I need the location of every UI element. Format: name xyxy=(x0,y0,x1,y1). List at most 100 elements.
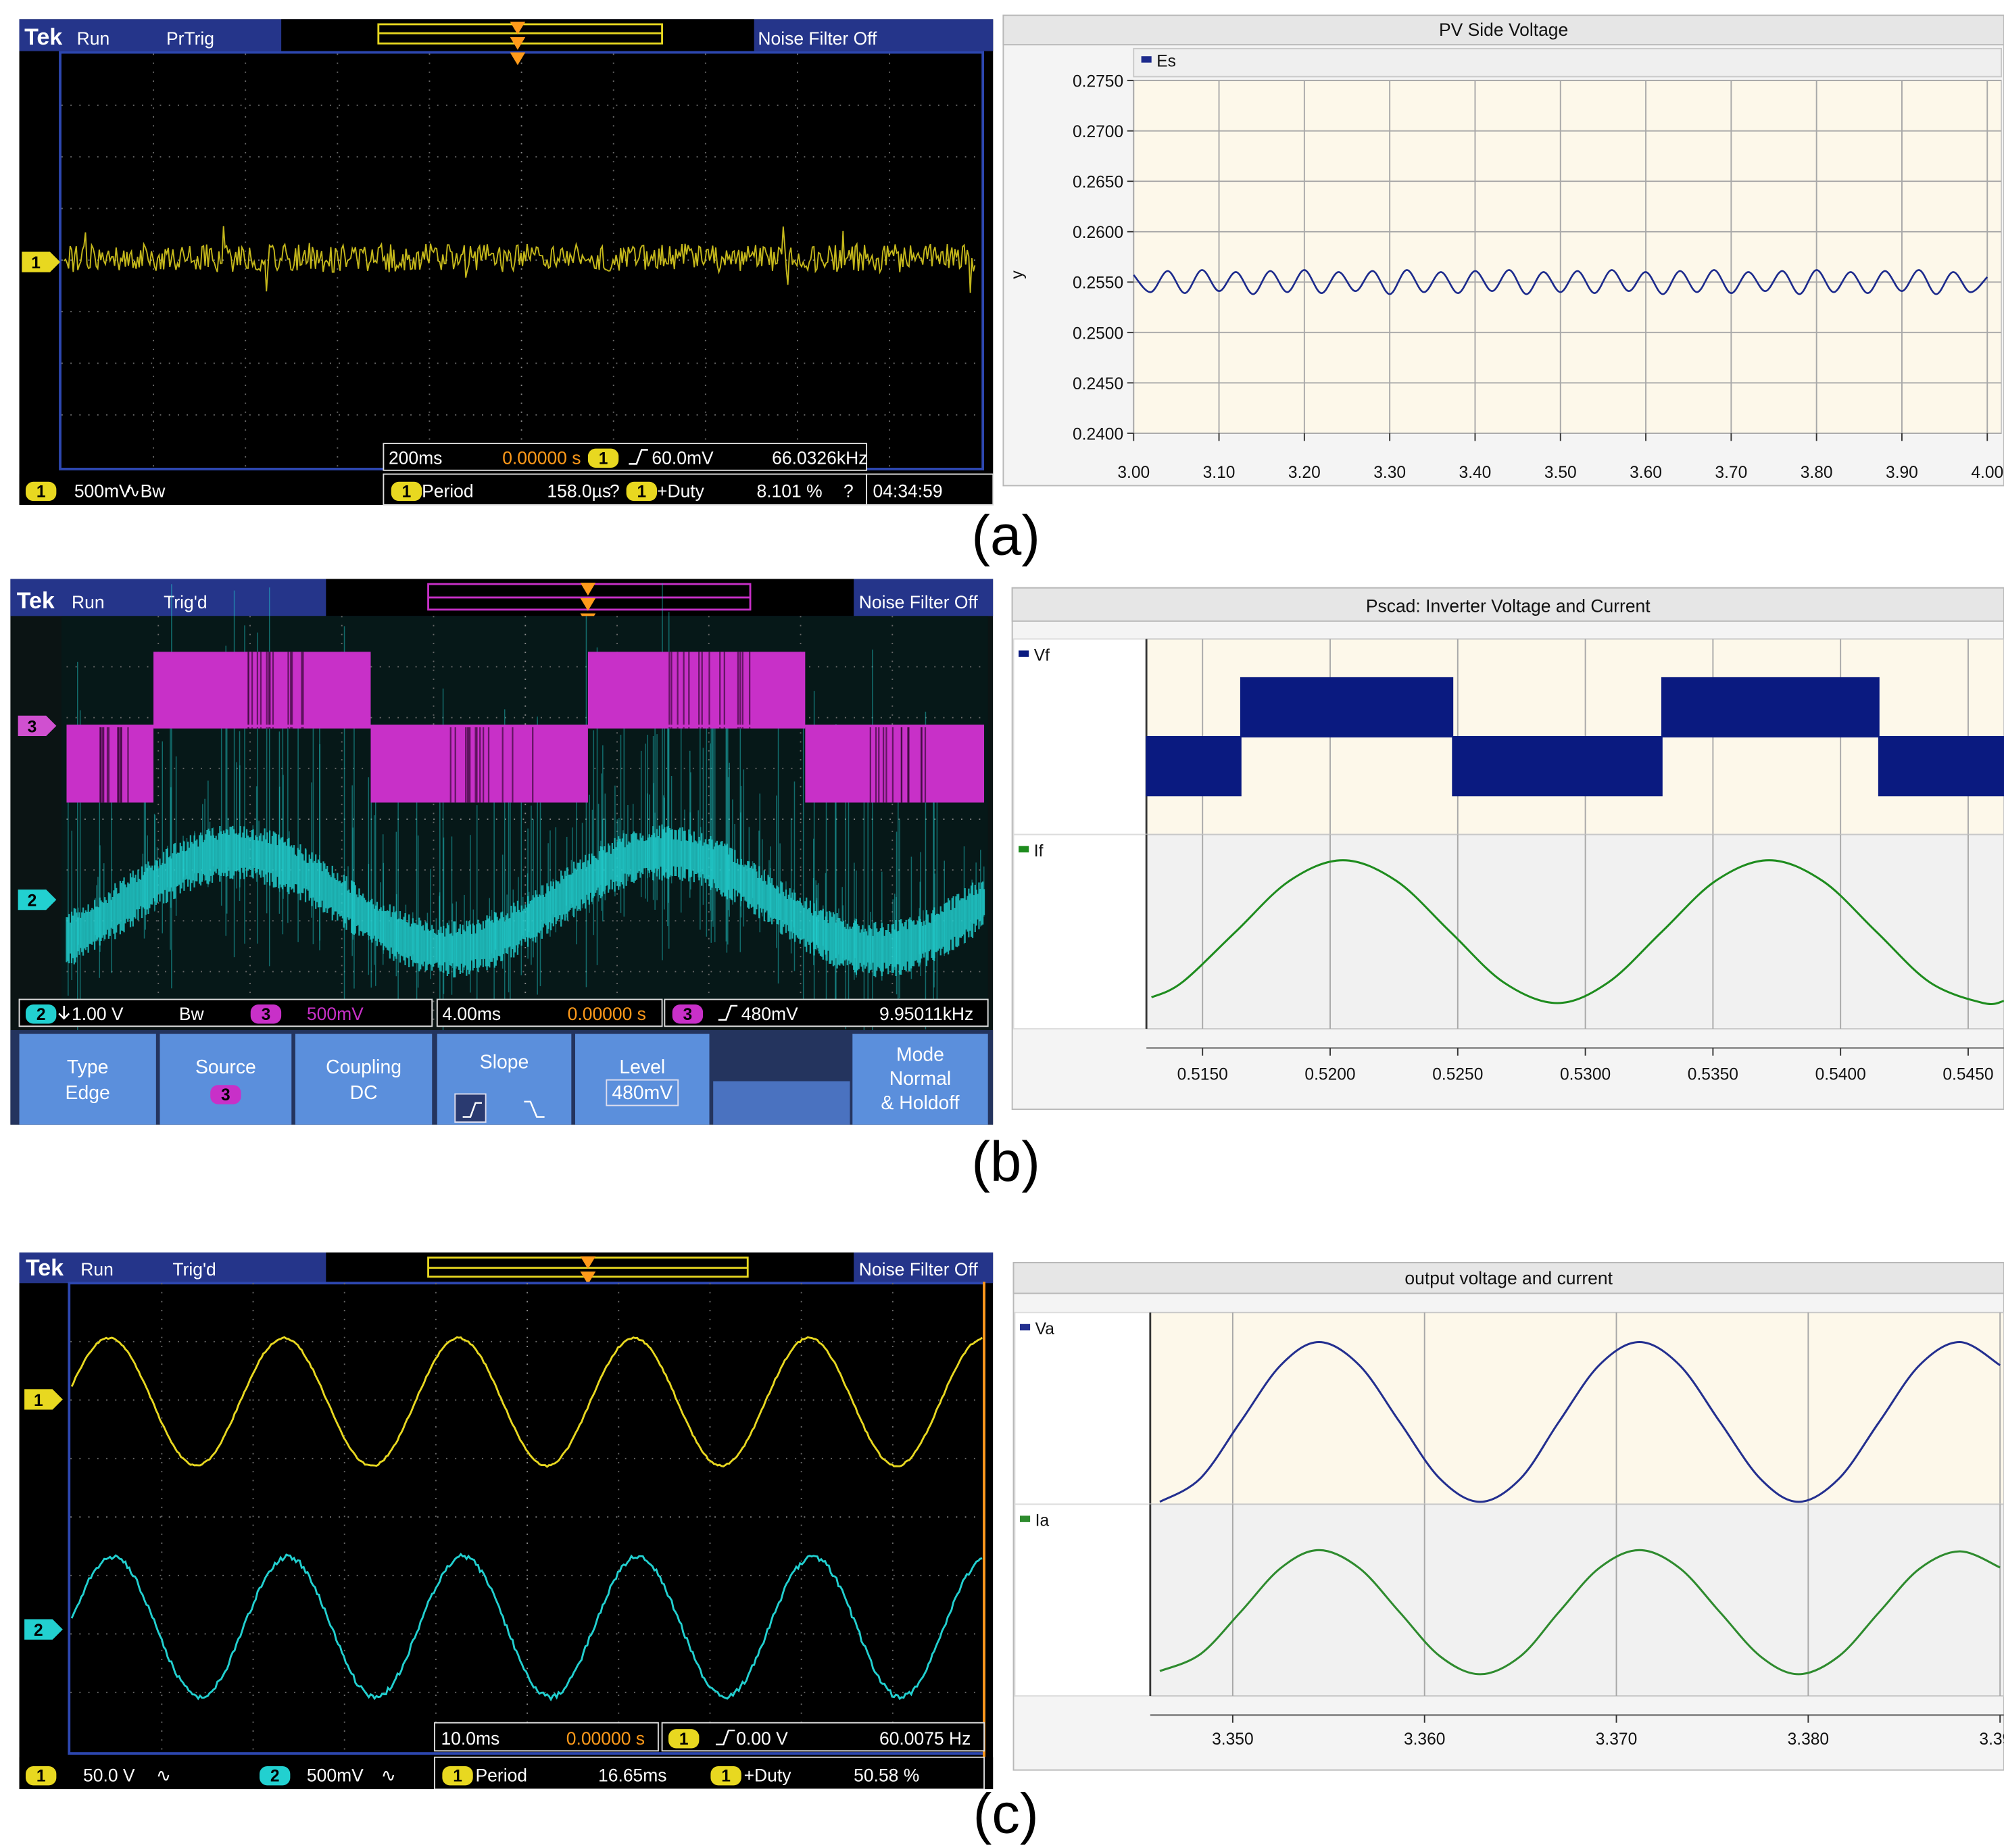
channel-scale: 1.00 V xyxy=(72,1004,124,1024)
measure-value: 16.65ms xyxy=(598,1766,667,1786)
timebase: 200ms xyxy=(389,447,442,468)
figure-label: (c) xyxy=(973,1782,1039,1845)
x-tick-label: 3.10 xyxy=(1203,464,1236,482)
run-state: Run xyxy=(77,28,110,49)
menu-title: Slope xyxy=(480,1052,529,1073)
channel-scale: 500mV xyxy=(307,1004,364,1024)
pwm-block xyxy=(588,652,805,728)
channel-badge-text: 3 xyxy=(683,1006,693,1024)
position: 0.00000 s xyxy=(502,447,581,468)
channel-scale: 500mV xyxy=(307,1766,364,1786)
channel-badge-text: 1 xyxy=(679,1730,689,1749)
y-tick-label: 0.2750 xyxy=(1073,73,1123,91)
channel-badge-text: 1 xyxy=(453,1768,462,1786)
x-tick-label: 0.5450 xyxy=(1942,1066,1993,1084)
measure-value: 50.58 % xyxy=(854,1766,919,1786)
x-tick-label: 3.350 xyxy=(1212,1730,1253,1749)
noise-filter: Noise Filter Off xyxy=(859,1259,979,1280)
channel-badge-text: 3 xyxy=(221,1086,230,1104)
x-tick-label: 3.60 xyxy=(1630,464,1662,482)
panel-side xyxy=(1014,639,1147,834)
trigger-state: PrTrig xyxy=(166,28,214,49)
menu-value: Edge xyxy=(66,1082,110,1104)
x-tick-label: 3.40 xyxy=(1459,464,1492,482)
x-tick-label: 3.380 xyxy=(1788,1730,1829,1749)
channel-coupling: ∿ xyxy=(381,1766,396,1786)
x-tick-label: 0.5400 xyxy=(1815,1066,1866,1084)
channel-badge-text: 1 xyxy=(402,483,412,501)
legend-swatch xyxy=(1019,650,1029,656)
figure: (a)(b)(c)TekRunPrTrigNoise Filter Off120… xyxy=(0,0,2004,1848)
measure-value: 8.101 % xyxy=(756,481,822,501)
trigger-state: Trig'd xyxy=(172,1259,216,1280)
legend-label: If xyxy=(1034,842,1044,860)
legend-swatch xyxy=(1142,56,1152,62)
position: 0.00000 s xyxy=(566,1728,645,1749)
timebase: 10.0ms xyxy=(441,1728,499,1749)
y-tick-label: 0.2650 xyxy=(1073,174,1123,192)
legend-swatch xyxy=(1019,846,1029,852)
channel-badge-text: 1 xyxy=(637,483,646,501)
channel-badge-text: 2 xyxy=(36,1006,46,1024)
x-tick-label: 0.5300 xyxy=(1560,1066,1611,1084)
x-tick-label: 3.30 xyxy=(1373,464,1406,482)
menu-value: Normal xyxy=(889,1068,951,1090)
menu-button[interactable] xyxy=(160,1034,292,1125)
y-tick-label: 0.2600 xyxy=(1073,224,1123,242)
timebase: 4.00ms xyxy=(442,1004,501,1024)
x-tick-label: 0.5250 xyxy=(1432,1066,1483,1084)
x-tick-label: 3.360 xyxy=(1404,1730,1445,1749)
legend-bar xyxy=(1133,49,2001,77)
x-tick-label: 3.70 xyxy=(1715,464,1747,482)
channel-badge-text: 3 xyxy=(262,1006,271,1024)
channel-coupling: ∿ xyxy=(156,1766,171,1786)
menu-button[interactable] xyxy=(20,1034,156,1125)
x-tick-label: 3.50 xyxy=(1544,464,1577,482)
panel-side xyxy=(1015,1504,1150,1696)
clock: 04:34:59 xyxy=(873,481,943,501)
scope-a: TekRunPrTrigNoise Filter Off1200ms0.0000… xyxy=(20,19,994,504)
menu-title: Coupling xyxy=(326,1056,401,1078)
x-tick-label: 3.80 xyxy=(1801,464,1833,482)
panel-side xyxy=(1014,835,1147,1029)
measure-flag: ? xyxy=(844,481,854,501)
chart-title: PV Side Voltage xyxy=(1439,20,1568,40)
legend-label: Va xyxy=(1035,1320,1055,1338)
menu-value: DC xyxy=(350,1082,378,1104)
plot-area xyxy=(1133,80,2001,433)
measure-flag: ? xyxy=(610,481,620,501)
pwm-block xyxy=(153,652,370,728)
body: (a)(b)(c)TekRunPrTrigNoise Filter Off120… xyxy=(0,0,2004,1848)
run-state: Run xyxy=(72,592,105,612)
legend-swatch xyxy=(1020,1324,1030,1330)
y-axis-label: y xyxy=(1008,270,1027,279)
x-tick-label: 4.00 xyxy=(1971,464,2003,482)
frequency: 60.0075 Hz xyxy=(879,1728,971,1749)
y-tick-label: 0.2500 xyxy=(1073,324,1123,343)
menu-title: Type xyxy=(67,1056,108,1078)
screen xyxy=(69,1283,984,1753)
x-tick-label: 3.90 xyxy=(1886,464,1918,482)
chart: PV Side Voltage0.24000.24500.25000.25500… xyxy=(1003,16,2003,486)
brand: Tek xyxy=(24,24,62,50)
pwm-block xyxy=(66,726,153,802)
x-tick-label: 0.5350 xyxy=(1688,1066,1738,1084)
menu-button[interactable] xyxy=(295,1034,432,1125)
menu-title: Mode xyxy=(896,1044,944,1065)
legend-swatch xyxy=(1020,1515,1030,1522)
channel-marker-text: 1 xyxy=(31,254,41,272)
channel-marker-text: 2 xyxy=(28,892,37,910)
measure-name: +Duty xyxy=(657,481,705,501)
slope-box xyxy=(455,1094,485,1122)
plot-area xyxy=(1150,1313,2004,1505)
y-tick-label: 0.2400 xyxy=(1073,425,1123,443)
trigger-level: 60.0mV xyxy=(652,447,714,468)
channel-badge-text: 1 xyxy=(36,1768,46,1786)
legend-label: Ia xyxy=(1035,1512,1050,1530)
channel-coupling: Bw xyxy=(179,1004,205,1024)
legend-label: Vf xyxy=(1034,647,1050,665)
channel-badge-text: 2 xyxy=(270,1768,280,1786)
